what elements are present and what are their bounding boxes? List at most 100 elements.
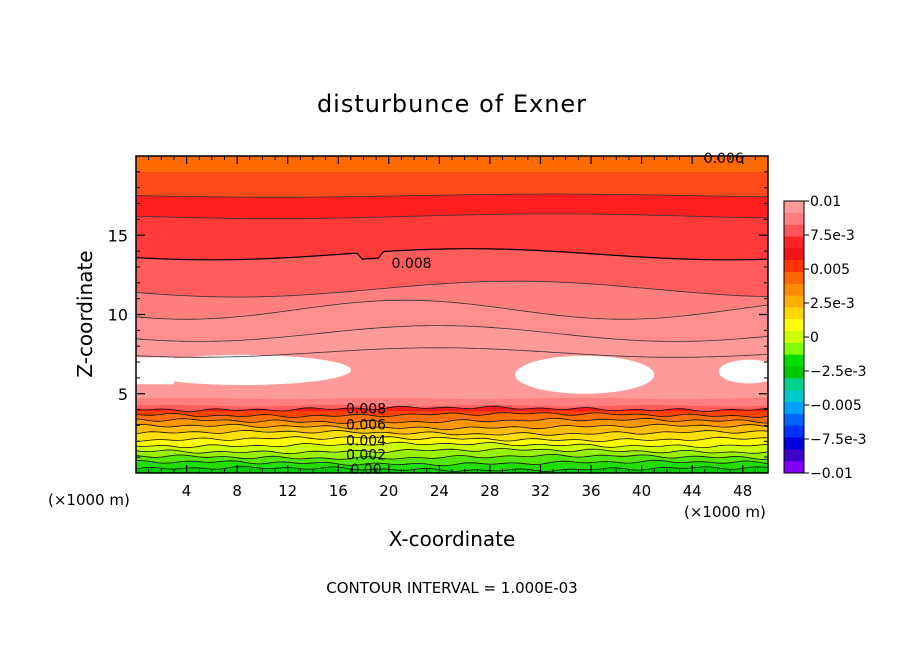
contour-line-top-3	[136, 280, 768, 298]
contour-line-top-1	[136, 213, 768, 219]
contour-label: 0.006	[704, 151, 744, 167]
colorbar-swatch	[784, 224, 804, 237]
colorbar-swatch	[784, 413, 804, 427]
colorbar-tick-label: 0.01	[810, 194, 841, 210]
colorbar-swatch	[784, 402, 804, 415]
colorbar-swatch	[784, 271, 804, 285]
x-tick-label: 12	[278, 482, 297, 500]
colorbar-swatch	[784, 331, 804, 344]
contour-line-top-6	[136, 347, 768, 358]
colorbar-tick-label: −0.01	[810, 466, 853, 482]
band-bottom-6	[136, 430, 768, 442]
colorbar-swatch	[784, 425, 804, 439]
colorbar: 0.01 7.5e-3 0.005 2.5e-3 0 −2.5e-3 −0.005 −7.5e…	[783, 194, 867, 482]
colorbar-tick-label: 7.5e-3	[810, 228, 855, 244]
y-axis-title: Z-coordinate	[73, 250, 97, 377]
colorbar-swatch	[784, 201, 804, 214]
colorbar-swatch	[784, 437, 804, 450]
x-tick-label: 32	[531, 482, 550, 500]
band-bottom-10	[136, 406, 768, 418]
band-bottom-5	[136, 436, 768, 448]
colorbar-tick-label: −2.5e-3	[810, 364, 867, 380]
colorbar-tick-label: −0.005	[810, 398, 862, 414]
contour-line-bottom-10	[136, 405, 768, 413]
contour-line-bottom-2	[136, 453, 768, 460]
band-top-1	[136, 171, 768, 198]
x-tick-label: 4	[182, 482, 192, 500]
contour-line-top-4	[136, 299, 768, 320]
white-region-2	[718, 359, 768, 384]
x-axis: 4 8 12 16 20 24 28 32 36 40 44 48	[148, 156, 756, 500]
band-low-0	[136, 383, 768, 400]
colorbar-swatch	[784, 319, 804, 332]
colorbar-swatch	[784, 390, 804, 403]
colorbar-swatch	[784, 449, 804, 462]
colorbar-swatch	[784, 378, 804, 391]
colorbar-swatch	[784, 283, 804, 297]
contour-label: 0.006	[346, 417, 386, 433]
x-unit-left: (×1000 m)	[48, 491, 130, 509]
x-tick-label: 48	[733, 482, 752, 500]
band-low-1	[136, 397, 768, 407]
colorbar-tick-label: −7.5e-3	[810, 432, 867, 448]
contour-line-bottom-1	[136, 459, 768, 467]
colorbar-swatch	[784, 236, 804, 249]
white-region-edge	[136, 357, 174, 385]
x-unit-right: (×1000 m)	[684, 503, 766, 521]
y-tick-label: 5	[118, 385, 128, 404]
colorbar-swatch	[784, 354, 804, 368]
colorbar-swatch	[784, 212, 804, 226]
colorbar-swatch	[784, 366, 804, 379]
contour-line-bottom-3	[136, 448, 768, 455]
band-top-6	[136, 300, 768, 342]
white-region-0	[136, 354, 351, 386]
contour-line-bottom-7	[136, 423, 768, 431]
colorbar-swatch	[784, 260, 804, 273]
colorbar-swatch	[784, 461, 804, 474]
x-tick-label: 16	[329, 482, 348, 500]
x-axis-title: X-coordinate	[389, 527, 516, 551]
contour-line-bottom-5	[136, 436, 768, 443]
x-tick-label: 36	[581, 482, 600, 500]
band-top-3	[136, 213, 768, 260]
x-tick-label: 44	[683, 482, 702, 500]
colorbar-tick-label: 2.5e-3	[810, 296, 855, 312]
contour-label: 0.008	[346, 402, 386, 418]
band-bottom-2	[136, 454, 768, 466]
contour-lines	[136, 193, 768, 472]
x-tick-label: 24	[430, 482, 449, 500]
band-bottom-9	[136, 412, 768, 424]
band-bottom-11	[136, 406, 768, 412]
colorbar-swatch	[784, 295, 804, 308]
band-bottom-8	[136, 418, 768, 430]
plot-fill	[136, 156, 768, 473]
contour-line-top-0	[136, 193, 768, 198]
colorbar-tick-label: 0	[810, 330, 819, 346]
band-top-2	[136, 194, 768, 219]
colorbar-swatch	[784, 342, 804, 356]
y-tick-label: 10	[108, 306, 128, 325]
contour-line-bottom-8	[136, 417, 768, 424]
x-tick-label: 28	[480, 482, 499, 500]
contour-label: 0.002	[346, 448, 386, 464]
contour-line-top-2	[136, 248, 768, 261]
white-region-1	[515, 355, 655, 394]
contour-line-bottom-9	[136, 412, 768, 418]
contour-label: 0.008	[392, 256, 432, 272]
band-top-7	[136, 325, 768, 358]
x-tick-label: 40	[632, 482, 651, 500]
contour-interval-note: CONTOUR INTERVAL = 1.000E-03	[326, 579, 577, 597]
x-tick-label: 8	[232, 482, 242, 500]
x-tick-label: 20	[379, 482, 398, 500]
contour-line-bottom-4	[136, 441, 768, 449]
contour-label: 0.00	[350, 462, 381, 478]
contour-line-top-5	[136, 325, 768, 342]
band-top-0	[136, 156, 768, 172]
colorbar-tick-label: 0.005	[810, 262, 850, 278]
colorbar-swatch	[784, 248, 804, 261]
y-axis: 5 10 15	[108, 171, 768, 458]
contour-line-bottom-6	[136, 429, 768, 436]
contour-label: 0.004	[346, 433, 386, 449]
